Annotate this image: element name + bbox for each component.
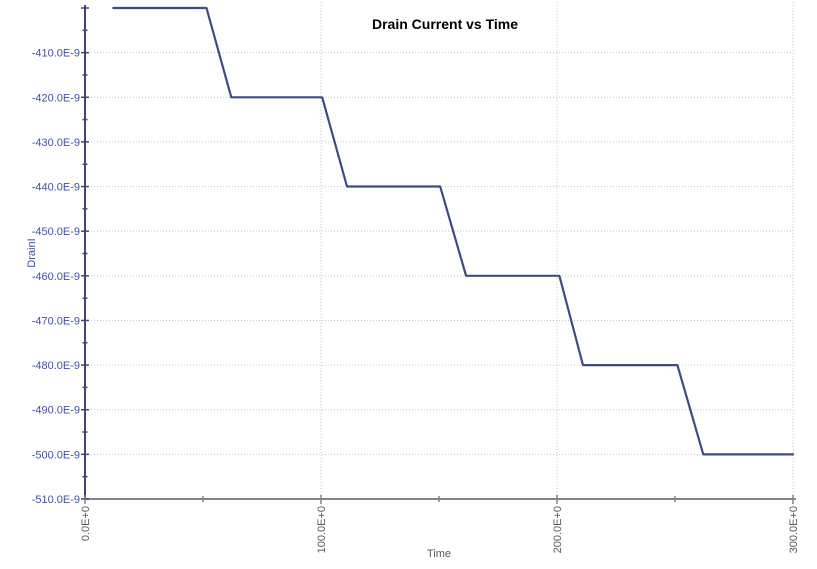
- x-axis-title: Time: [426, 548, 452, 560]
- y-tick-label: -450.0E-9: [32, 226, 80, 238]
- y-tick-label: -500.0E-9: [32, 449, 80, 461]
- y-tick-label: -490.0E-9: [32, 405, 80, 417]
- x-tick-label: 300.0E+0: [788, 506, 800, 553]
- y-axis-title: DrainI: [26, 238, 38, 268]
- x-tick-label: 100.0E+0: [316, 506, 328, 553]
- y-tick-label: -440.0E-9: [32, 182, 80, 194]
- y-tick-label: -460.0E-9: [32, 271, 80, 283]
- y-tick-label: -470.0E-9: [32, 315, 80, 327]
- y-tick-label: -410.0E-9: [32, 48, 80, 60]
- y-tick-label: -510.0E-9: [32, 494, 80, 506]
- y-tick-label: -480.0E-9: [32, 360, 80, 372]
- data-series-line: [112, 6, 795, 456]
- x-tick-label: 200.0E+0: [552, 506, 564, 553]
- chart-title: Drain Current vs Time: [371, 16, 519, 32]
- y-tick-label: -430.0E-9: [32, 137, 80, 149]
- y-tick-label: -420.0E-9: [32, 92, 80, 104]
- x-tick-label: 0.0E+0: [80, 506, 92, 541]
